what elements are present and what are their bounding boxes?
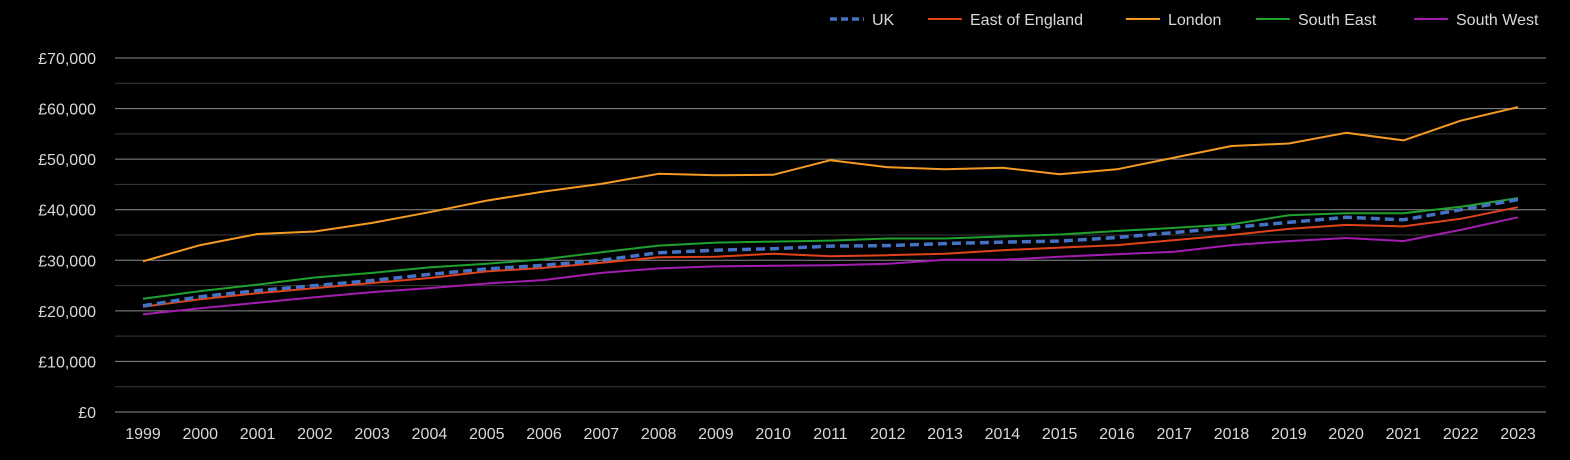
x-tick-label: 2007	[584, 426, 620, 443]
x-tick-label: 2016	[1099, 426, 1135, 443]
legend-item-london: London	[1126, 12, 1221, 29]
x-tick-label: 2010	[755, 426, 791, 443]
series-line-east-of-england	[142, 206, 1519, 308]
x-tick-label: 1999	[125, 426, 161, 443]
y-tick-label: £40,000	[38, 203, 96, 220]
x-tick-label: 2001	[240, 426, 276, 443]
x-tick-label: 2011	[813, 426, 848, 443]
y-tick-label: £70,000	[38, 51, 96, 68]
legend-label: South East	[1298, 12, 1377, 29]
x-tick-label: 2012	[870, 426, 906, 443]
series-line-london	[142, 106, 1519, 263]
series-line-south-east	[142, 197, 1519, 300]
legend-item-uk: UK	[830, 12, 895, 29]
grid-lines	[115, 57, 1546, 413]
x-tick-label: 2017	[1156, 426, 1192, 443]
legend-item-south-west: South West	[1414, 12, 1539, 29]
legend-item-east-of-england: East of England	[928, 12, 1083, 29]
y-tick-label: £50,000	[38, 152, 96, 169]
x-tick-label: 2015	[1042, 426, 1078, 443]
y-tick-label: £60,000	[38, 102, 96, 119]
x-axis: 1999 2000 2001 2002 2003 2004 2005 2006 2007 2008…	[125, 426, 1536, 443]
x-tick-label: 2009	[698, 426, 734, 443]
x-tick-label: 2013	[927, 426, 963, 443]
legend-label: UK	[872, 12, 895, 29]
series-lines	[142, 106, 1519, 316]
y-tick-label: £0	[78, 405, 96, 422]
legend: UK East of England London South East South W…	[830, 12, 1539, 29]
x-tick-label: 2004	[412, 426, 448, 443]
legend-label: East of England	[970, 12, 1083, 29]
y-axis: £0 £10,000 £20,000 £30,000 £40,000 £50,000 £60…	[38, 51, 96, 422]
series-line-south-west	[142, 216, 1519, 316]
y-tick-label: £20,000	[38, 304, 96, 321]
legend-label: London	[1168, 12, 1221, 29]
x-tick-label: 2020	[1328, 426, 1364, 443]
x-tick-label: 2002	[297, 426, 333, 443]
x-tick-label: 2005	[469, 426, 505, 443]
series-line-uk	[142, 197, 1519, 308]
legend-label: South West	[1456, 12, 1539, 29]
x-tick-label: 2019	[1271, 426, 1307, 443]
x-tick-label: 2014	[985, 426, 1021, 443]
x-tick-label: 2003	[354, 426, 390, 443]
x-tick-label: 2021	[1386, 426, 1422, 443]
x-tick-label: 2018	[1214, 426, 1250, 443]
x-tick-label: 2000	[182, 426, 218, 443]
y-tick-label: £10,000	[38, 354, 96, 371]
x-tick-label: 2006	[526, 426, 562, 443]
x-tick-label: 2023	[1500, 426, 1536, 443]
y-tick-label: £30,000	[38, 253, 96, 270]
legend-item-south-east: South East	[1256, 12, 1377, 29]
x-tick-label: 2008	[641, 426, 677, 443]
x-tick-label: 2022	[1443, 426, 1479, 443]
